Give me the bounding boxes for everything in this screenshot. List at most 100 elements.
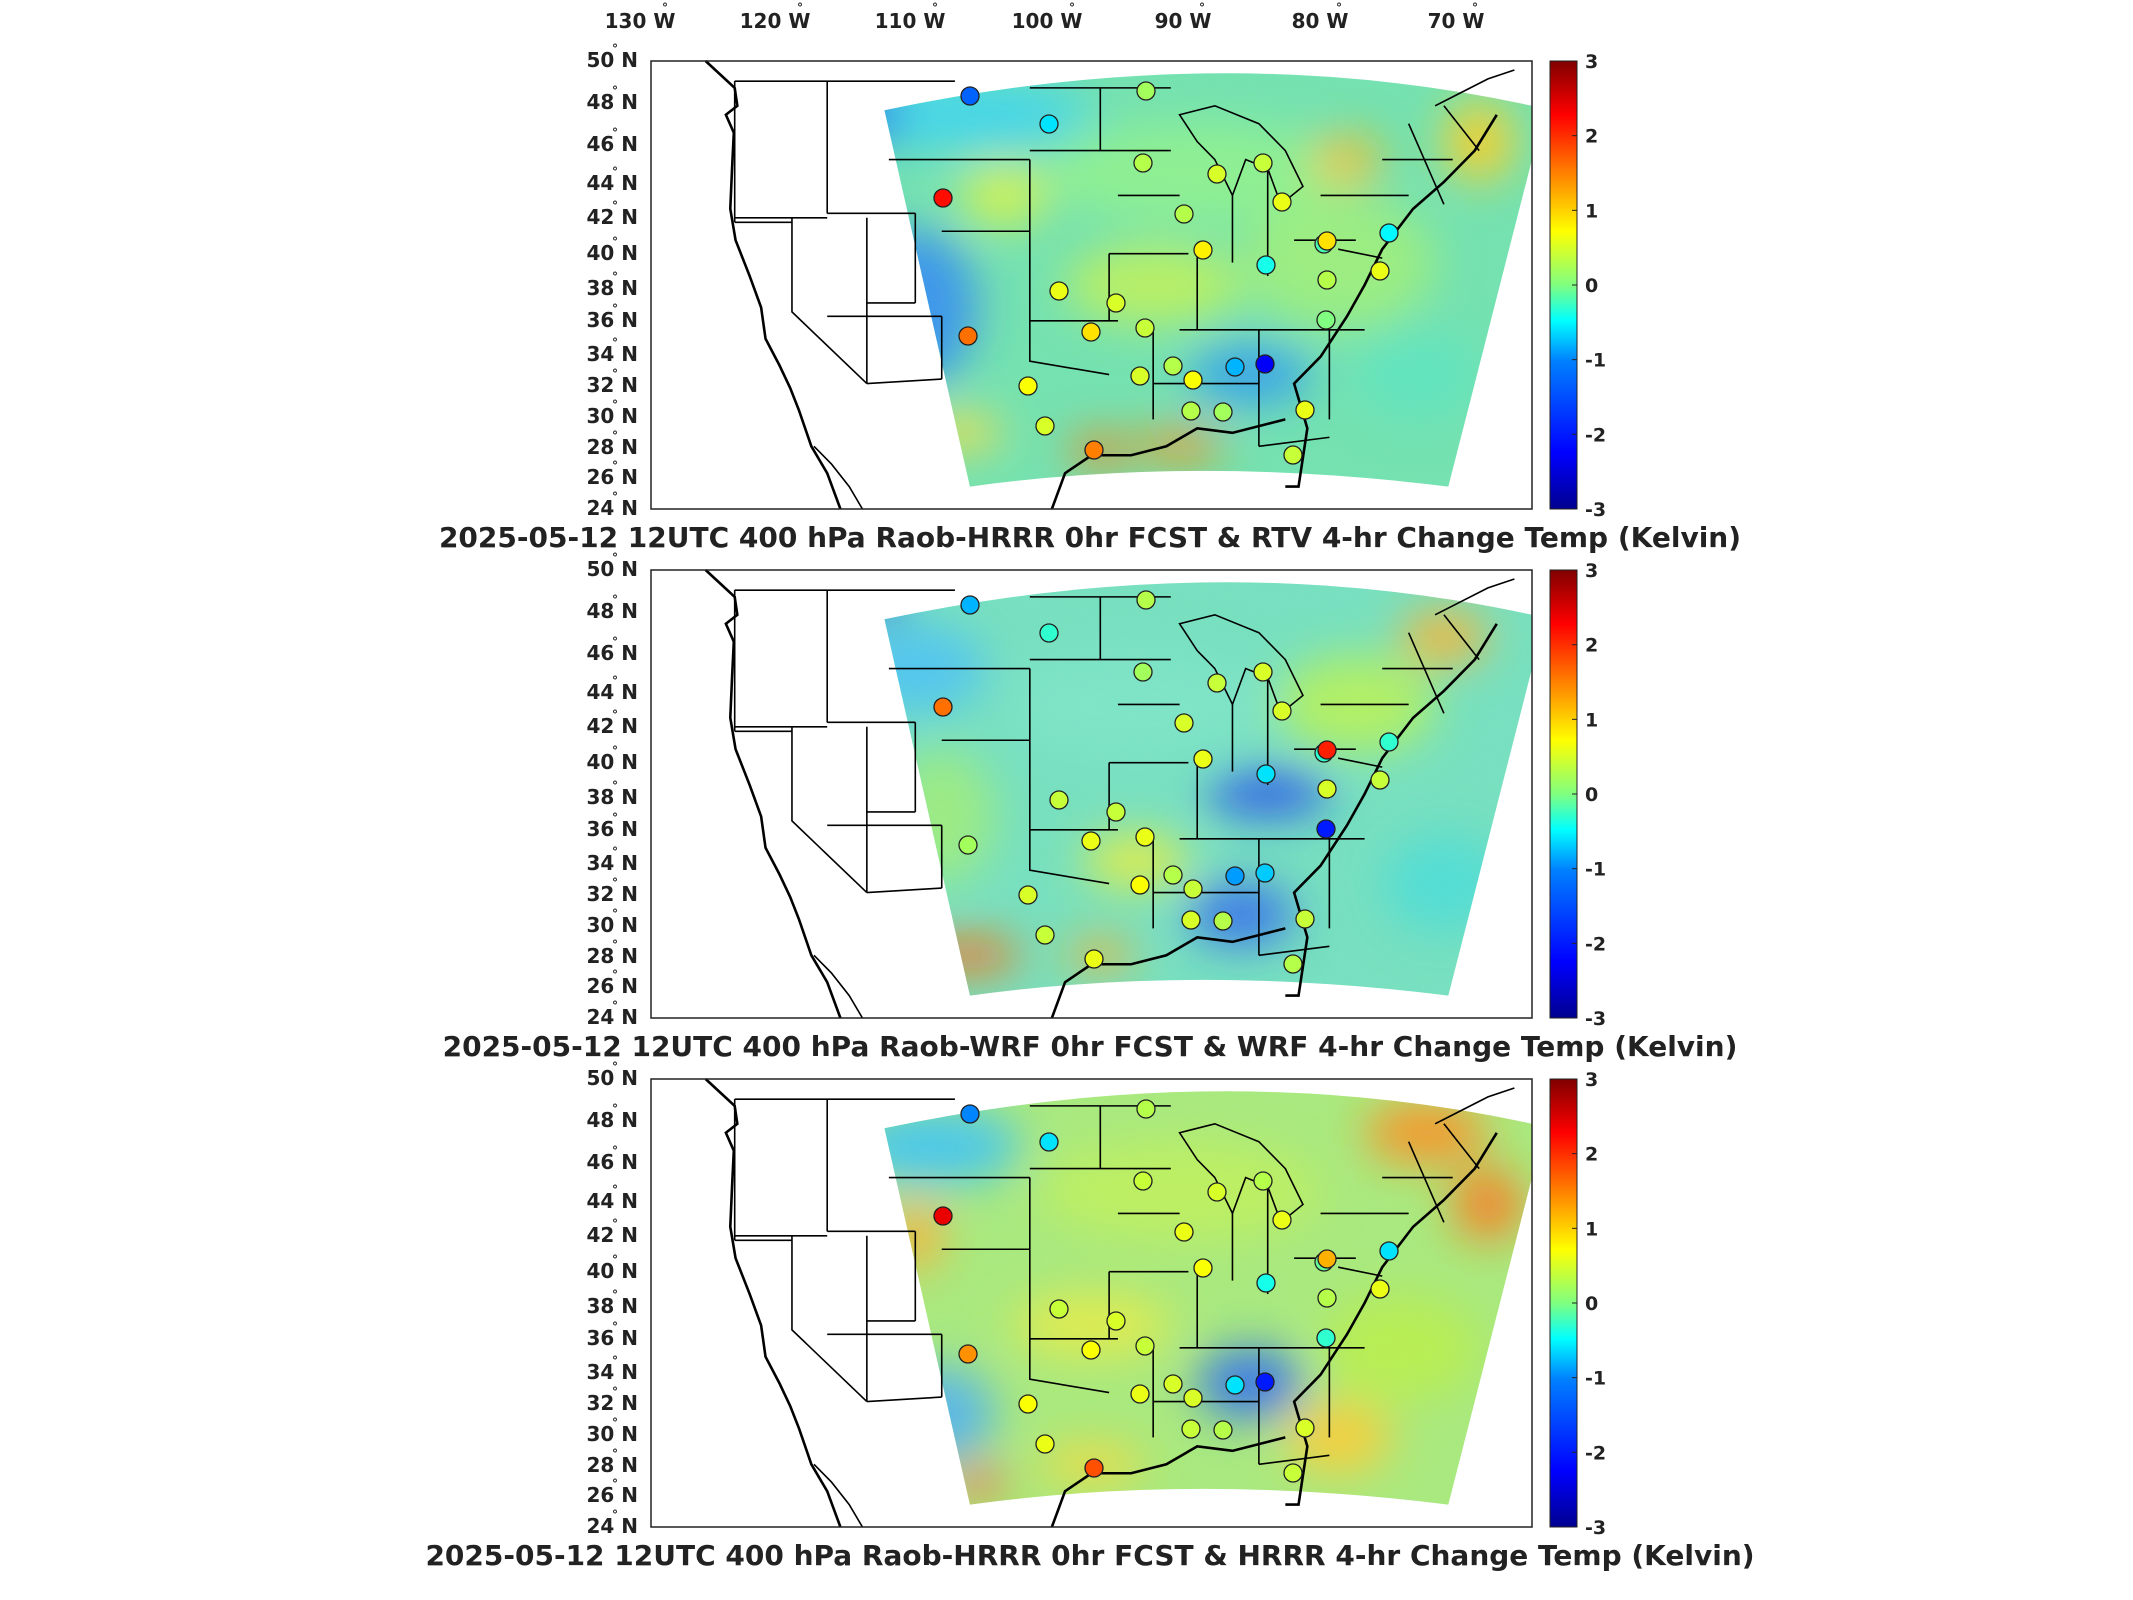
colorbar-tick-label: -1 [1585,859,1606,881]
station-marker [958,326,978,346]
colorbar-tick-label: 0 [1585,784,1598,806]
station-marker [1213,911,1233,931]
station-marker [1253,662,1273,682]
lat-label-34: 34 N [586,342,638,366]
station-marker [1370,261,1390,281]
lat-label-26: 26 N [586,1483,638,1507]
station-marker [1213,402,1233,422]
station-marker [1213,1420,1233,1440]
degree-symbol: ° [612,429,618,443]
colorbar-tick-label: 0 [1585,1293,1598,1315]
station-marker [1018,376,1038,396]
station-marker [1174,204,1194,224]
degree-symbol: ° [612,674,618,688]
colorbar-tick-label: -2 [1585,933,1606,955]
degree-symbol: ° [612,744,618,758]
colorbar-tick-label: 2 [1585,635,1598,657]
station-marker [1163,356,1183,376]
lat-label-44: 44 N [586,1189,638,1213]
colorbar-tick-label: -2 [1585,1442,1606,1464]
degree-symbol: ° [612,593,618,607]
station-marker [1193,749,1213,769]
longitude-labels: 130 W°120 W°110 W°100 W°90 W°80 W°70 W° [605,1,1485,33]
lat-label-30: 30 N [586,1422,638,1446]
lat-label-46: 46 N [586,641,638,665]
degree-symbol: ° [797,1,803,15]
degree-symbol: ° [932,1,938,15]
degree-symbol: ° [612,336,618,350]
lat-label-42: 42 N [586,714,638,738]
station-marker [1253,1171,1273,1191]
lat-label-26: 26 N [586,974,638,998]
lat-label-36: 36 N [586,308,638,332]
lon-label-130: 130 W° [605,1,676,33]
lat-label-28: 28 N [586,1453,638,1477]
lon-label-100: 100 W° [1012,1,1083,33]
station-marker [1370,770,1390,790]
colorbar-tick-label: 1 [1585,709,1598,731]
station-marker [1379,223,1399,243]
station-marker [1135,1336,1155,1356]
lon-label-110: 110 W° [875,1,946,33]
station-marker [1130,875,1150,895]
station-marker [1130,1384,1150,1404]
degree-symbol: ° [612,876,618,890]
colorbar-tick-label: -3 [1585,1008,1606,1030]
station-marker [1283,1463,1303,1483]
lat-label-24: 24 N [586,496,638,520]
station-marker [1272,192,1292,212]
state-boundaries [706,1079,1515,1527]
lat-label-48: 48 N [586,90,638,114]
degree-symbol: ° [612,367,618,381]
lat-label-34: 34 N [586,1360,638,1384]
lat-label-48: 48 N [586,1108,638,1132]
lat-label-30: 30 N [586,913,638,937]
state-boundaries [706,61,1515,509]
station-marker [1183,879,1203,899]
station-marker [1174,1222,1194,1242]
station-marker [1136,590,1156,610]
station-marker [1049,1299,1069,1319]
station-marker [1035,925,1055,945]
lat-label-38: 38 N [586,1294,638,1318]
degree-symbol: ° [662,1,668,15]
lat-label-44: 44 N [586,680,638,704]
station-marker [1256,1273,1276,1293]
colorbar-tick-label: -1 [1585,350,1606,372]
lat-label-40: 40 N [586,750,638,774]
lat-label-46: 46 N [586,132,638,156]
degree-symbol: ° [612,302,618,316]
station-marker [1133,1171,1153,1191]
lon-label-90: 90 W° [1155,1,1212,33]
map-border [650,569,1533,1019]
lon-label-70: 70 W° [1428,1,1485,33]
svg-text:100 W: 100 W [1012,9,1083,33]
station-marker [1136,1099,1156,1119]
lat-label-24: 24 N [586,1005,638,1029]
station-marker [1136,81,1156,101]
station-marker [1207,164,1227,184]
latitude-labels: 50 N°48 N°46 N°44 N°42 N°40 N°38 N°36 N°… [586,42,638,520]
lat-label-36: 36 N [586,817,638,841]
degree-symbol: ° [612,938,618,952]
degree-symbol: ° [612,1416,618,1430]
station-marker [1256,255,1276,275]
station-marker [1181,1419,1201,1439]
degree-symbol: ° [612,1354,618,1368]
map-panel-1: 50 N°48 N°46 N°44 N°42 N°40 N°38 N°36 N°… [439,42,1741,554]
station-marker [1163,865,1183,885]
svg-text:130 W: 130 W [605,9,676,33]
station-marker [1207,673,1227,693]
lat-label-38: 38 N [586,785,638,809]
lat-label-50: 50 N [586,557,638,581]
station-marker [1084,1458,1104,1478]
colorbar-tick-label: 1 [1585,200,1598,222]
degree-symbol: ° [612,708,618,722]
lat-label-50: 50 N [586,48,638,72]
station-marker [1081,1340,1101,1360]
degree-symbol: ° [612,1508,618,1522]
colorbar-tick-label: -2 [1585,424,1606,446]
lat-label-28: 28 N [586,944,638,968]
station-marker [1317,1249,1337,1269]
